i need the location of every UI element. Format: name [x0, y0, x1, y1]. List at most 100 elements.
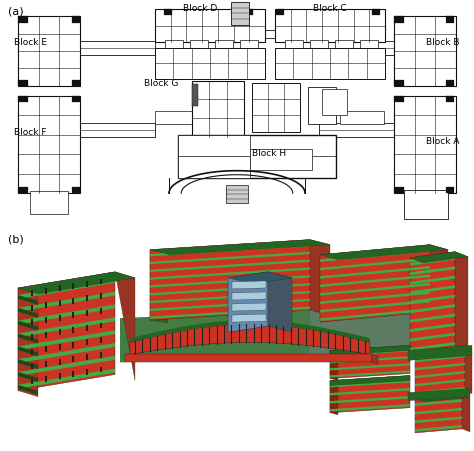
Bar: [80, 42, 155, 56]
Polygon shape: [31, 334, 33, 340]
Polygon shape: [18, 308, 38, 318]
Bar: [240, 41, 258, 53]
Polygon shape: [415, 355, 465, 363]
Polygon shape: [268, 272, 292, 332]
Polygon shape: [18, 321, 38, 331]
Polygon shape: [59, 373, 61, 379]
Bar: [275, 49, 385, 79]
Polygon shape: [100, 337, 102, 343]
Polygon shape: [31, 305, 33, 311]
Polygon shape: [455, 252, 468, 352]
Bar: [308, 87, 336, 124]
Polygon shape: [320, 250, 430, 262]
Text: Block F: Block F: [14, 128, 46, 137]
Polygon shape: [150, 240, 330, 255]
Polygon shape: [410, 295, 455, 304]
Polygon shape: [320, 258, 430, 271]
Polygon shape: [415, 425, 462, 432]
Polygon shape: [320, 267, 430, 279]
Polygon shape: [59, 315, 61, 321]
Polygon shape: [415, 400, 462, 406]
Polygon shape: [18, 318, 115, 338]
Bar: [190, 41, 208, 53]
Bar: [245, 10, 253, 16]
Polygon shape: [150, 307, 310, 319]
Text: Block E: Block E: [14, 38, 47, 47]
Polygon shape: [18, 331, 115, 350]
Bar: [446, 17, 454, 23]
Polygon shape: [330, 380, 410, 387]
Polygon shape: [18, 346, 38, 356]
Polygon shape: [18, 343, 115, 363]
Bar: [30, 192, 68, 214]
Polygon shape: [415, 350, 465, 396]
Polygon shape: [18, 356, 115, 376]
Polygon shape: [18, 369, 115, 389]
Polygon shape: [330, 388, 410, 396]
Polygon shape: [18, 359, 38, 369]
Polygon shape: [86, 296, 88, 302]
Bar: [276, 10, 284, 16]
Bar: [72, 97, 80, 103]
Bar: [285, 41, 303, 53]
Polygon shape: [415, 379, 465, 387]
Polygon shape: [320, 245, 448, 260]
Bar: [394, 97, 456, 194]
Polygon shape: [45, 361, 47, 367]
Polygon shape: [73, 342, 74, 348]
Polygon shape: [330, 381, 338, 415]
Bar: [394, 17, 404, 23]
Polygon shape: [100, 294, 102, 299]
Text: Block G: Block G: [144, 79, 178, 88]
Polygon shape: [415, 395, 470, 402]
Bar: [394, 97, 404, 103]
Bar: [155, 31, 275, 39]
Polygon shape: [330, 345, 410, 355]
Bar: [275, 10, 385, 43]
Polygon shape: [45, 288, 47, 294]
Polygon shape: [410, 258, 455, 266]
Bar: [192, 85, 198, 107]
Bar: [446, 97, 454, 103]
Bar: [18, 17, 28, 23]
Polygon shape: [310, 240, 330, 315]
Bar: [360, 41, 378, 53]
Bar: [72, 81, 80, 87]
Polygon shape: [415, 408, 462, 414]
Polygon shape: [228, 272, 268, 332]
Polygon shape: [73, 284, 74, 290]
Polygon shape: [150, 276, 310, 288]
Bar: [335, 41, 353, 53]
Polygon shape: [330, 404, 410, 412]
Polygon shape: [415, 417, 462, 423]
Polygon shape: [18, 295, 38, 305]
Polygon shape: [410, 285, 455, 295]
Polygon shape: [59, 344, 61, 350]
Polygon shape: [115, 272, 135, 381]
Polygon shape: [415, 350, 472, 359]
Bar: [322, 90, 347, 116]
Polygon shape: [31, 290, 33, 296]
Polygon shape: [45, 332, 47, 338]
Polygon shape: [45, 303, 47, 308]
Polygon shape: [410, 276, 455, 285]
Polygon shape: [73, 371, 74, 377]
Bar: [231, 3, 249, 26]
Polygon shape: [86, 325, 88, 331]
Bar: [164, 10, 172, 16]
Polygon shape: [18, 334, 38, 344]
Polygon shape: [330, 350, 338, 381]
Polygon shape: [330, 396, 410, 404]
Bar: [18, 81, 28, 87]
Text: Block B: Block B: [427, 38, 460, 47]
Text: Block A: Block A: [427, 136, 460, 145]
Polygon shape: [430, 245, 448, 318]
Polygon shape: [100, 323, 102, 329]
Polygon shape: [330, 350, 410, 357]
Polygon shape: [410, 304, 455, 313]
Bar: [18, 188, 28, 194]
Polygon shape: [86, 340, 88, 345]
Polygon shape: [320, 308, 430, 321]
Polygon shape: [232, 292, 266, 300]
Polygon shape: [150, 252, 310, 265]
